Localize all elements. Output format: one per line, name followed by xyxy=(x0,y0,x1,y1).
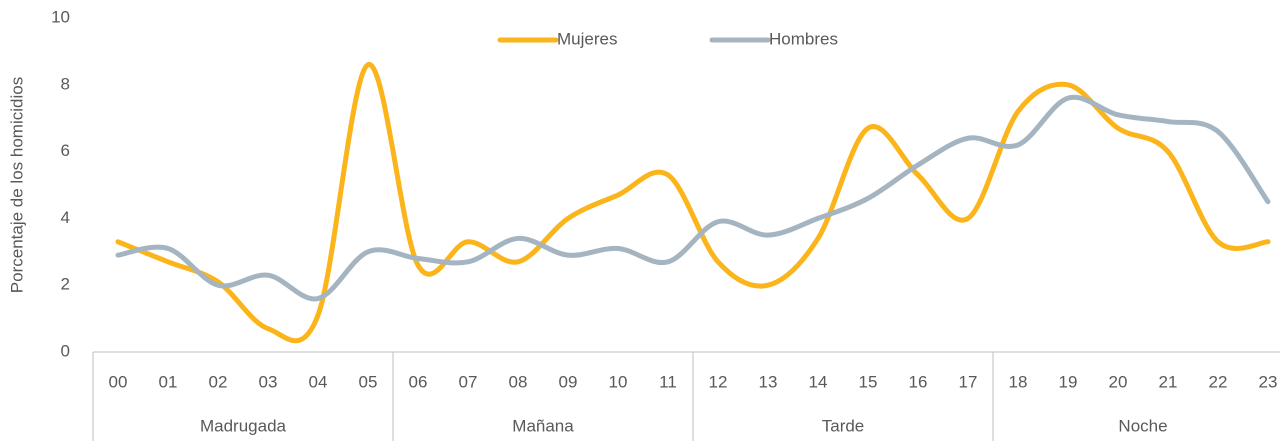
y-tick-label: 2 xyxy=(61,275,70,294)
group-label: Noche xyxy=(1118,416,1167,435)
x-tick-label: 04 xyxy=(309,372,328,391)
group-label: Mañana xyxy=(512,416,574,435)
x-tick-label: 12 xyxy=(709,372,728,391)
y-tick-label: 8 xyxy=(61,74,70,93)
x-tick-label: 11 xyxy=(659,372,677,391)
y-tick-label: 0 xyxy=(61,341,70,360)
group-label: Madrugada xyxy=(200,416,287,435)
x-tick-label: 06 xyxy=(409,372,428,391)
legend-label: Hombres xyxy=(769,29,838,48)
x-tick-label: 18 xyxy=(1009,372,1028,391)
x-tick-label: 15 xyxy=(859,372,878,391)
x-tick-label: 07 xyxy=(459,372,478,391)
x-tick-label: 19 xyxy=(1059,372,1078,391)
group-label: Tarde xyxy=(822,416,865,435)
x-tick-label: 05 xyxy=(359,372,378,391)
y-tick-label: 4 xyxy=(61,208,70,227)
x-tick-label: 09 xyxy=(559,372,578,391)
x-tick-label: 14 xyxy=(809,372,828,391)
x-tick-label: 02 xyxy=(209,372,228,391)
x-tick-label: 17 xyxy=(959,372,978,391)
x-tick-label: 20 xyxy=(1109,372,1128,391)
x-tick-label: 16 xyxy=(909,372,928,391)
x-tick-label: 21 xyxy=(1159,372,1178,391)
x-tick-label: 10 xyxy=(609,372,628,391)
y-tick-label: 6 xyxy=(61,141,70,160)
x-tick-label: 03 xyxy=(259,372,278,391)
series-line xyxy=(115,94,1271,302)
x-tick-label: 08 xyxy=(509,372,528,391)
x-tick-label: 23 xyxy=(1259,372,1278,391)
x-tick-label: 01 xyxy=(159,372,178,391)
x-tick-label: 13 xyxy=(759,372,778,391)
y-axis-title: Porcentaje de los homicidios xyxy=(7,77,26,293)
legend-label: Mujeres xyxy=(557,29,617,48)
x-tick-label: 22 xyxy=(1209,372,1228,391)
x-tick-label: 00 xyxy=(109,372,128,391)
y-tick-label: 10 xyxy=(51,7,70,26)
